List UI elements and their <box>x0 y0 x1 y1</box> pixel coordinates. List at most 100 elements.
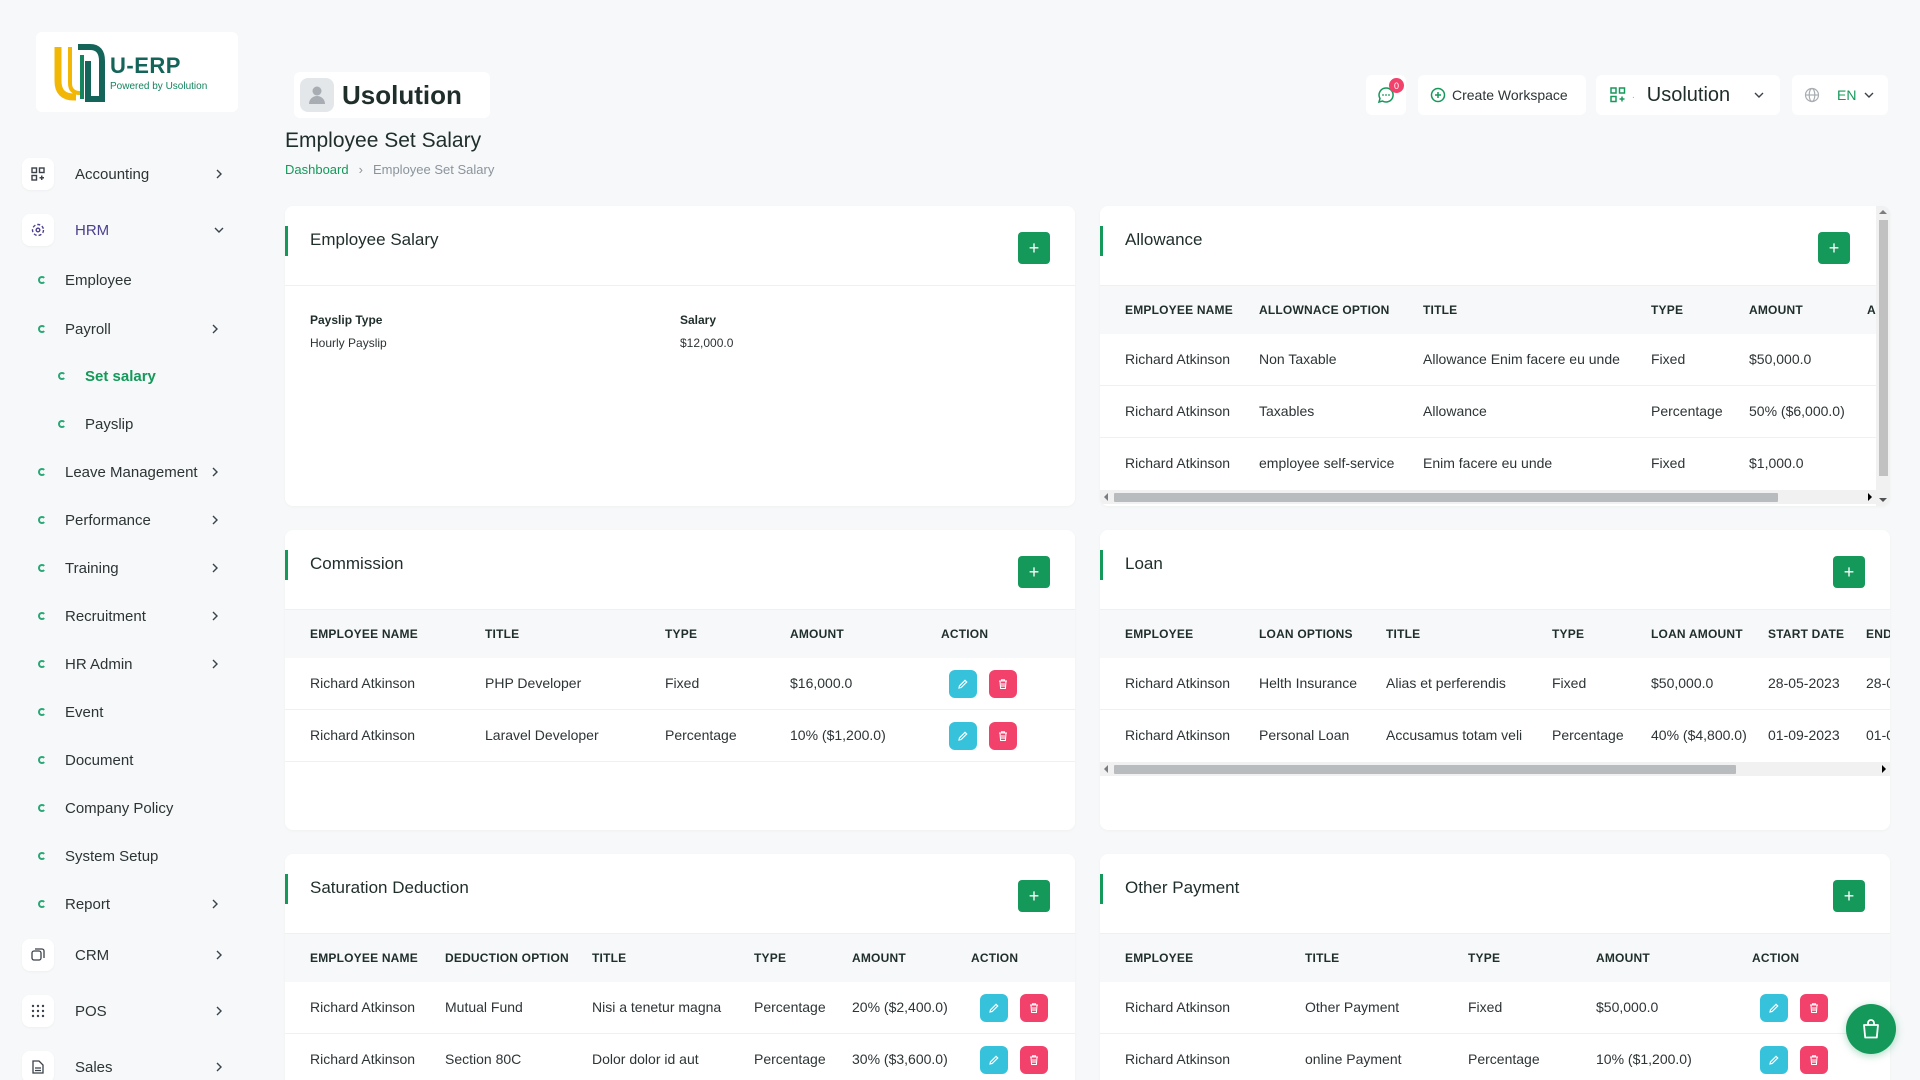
other-payment-card: Other Payment + EMPLOYEE TITLE TYPE AMOU… <box>1100 854 1890 1080</box>
delete-button[interactable] <box>989 670 1017 698</box>
horizontal-scrollbar[interactable] <box>1100 762 1890 776</box>
add-other-payment-button[interactable]: + <box>1833 880 1865 912</box>
cell: Richard Atkinson <box>1125 351 1231 367</box>
scroll-right-icon[interactable] <box>1881 765 1887 773</box>
scroll-up-icon[interactable] <box>1879 209 1887 215</box>
cell: Fixed <box>665 675 700 691</box>
sidebar-item-sales[interactable]: Sales <box>0 1047 248 1080</box>
sidebar-sub-payroll[interactable]: Payroll <box>0 311 248 347</box>
column-header: START DATE <box>1768 627 1845 641</box>
cell: Richard Atkinson <box>1125 999 1231 1015</box>
add-loan-button[interactable]: + <box>1833 556 1865 588</box>
sidebar-item-accounting[interactable]: Accounting <box>0 154 248 194</box>
trash-icon <box>999 731 1007 742</box>
bullet-icon <box>38 612 46 620</box>
sidebar-sub-payslip[interactable]: Payslip <box>0 406 248 442</box>
cell: 20% ($2,400.0) <box>852 999 948 1015</box>
delete-button[interactable] <box>989 722 1017 750</box>
scroll-left-icon[interactable] <box>1103 493 1109 501</box>
column-header: ALLOWNACE OPTION <box>1259 303 1390 317</box>
breadcrumb-current: Employee Set Salary <box>372 162 495 177</box>
edit-button[interactable] <box>949 722 977 750</box>
add-allowance-button[interactable]: + <box>1818 232 1850 264</box>
sidebar-sub-label: Company Policy <box>65 799 174 817</box>
chevron-right-icon <box>212 324 218 334</box>
messages-button[interactable]: 0 <box>1366 75 1406 115</box>
scrollbar-thumb[interactable] <box>1114 493 1778 502</box>
sidebar-sub-set-salary[interactable]: Set salary <box>0 358 248 394</box>
create-workspace-label: Create Workspace <box>1452 87 1568 103</box>
sidebar-sub-document[interactable]: Document <box>0 742 248 778</box>
cell: 10% ($1,200.0) <box>1596 1051 1692 1067</box>
bullet-icon <box>38 276 46 284</box>
sidebar-sub-hr-admin[interactable]: HR Admin <box>0 646 248 682</box>
sidebar-sub-leave-management[interactable]: Leave Management <box>0 454 248 490</box>
add-salary-button[interactable]: + <box>1018 232 1050 264</box>
cell: Richard Atkinson <box>310 675 416 691</box>
card-title: Commission <box>310 554 404 573</box>
table-row: Richard Atkinson Other Payment Fixed $50… <box>1100 982 1890 1034</box>
delete-button[interactable] <box>1020 1046 1048 1074</box>
scrollbar-thumb[interactable] <box>1114 765 1736 774</box>
sidebar-sub-event[interactable]: Event <box>0 694 248 730</box>
edit-button[interactable] <box>1760 994 1788 1022</box>
logo[interactable]: U-ERP Powered by Usolution <box>36 32 238 112</box>
cell: 01-0 <box>1866 727 1890 743</box>
sidebar-item-crm[interactable]: CRM <box>0 935 248 975</box>
scroll-right-icon[interactable] <box>1867 493 1873 501</box>
column-header: TYPE <box>1552 627 1585 641</box>
pencil-icon <box>989 1003 999 1013</box>
commission-card: Commission + EMPLOYEE NAME TITLE TYPE AM… <box>285 530 1075 830</box>
bullet-icon <box>38 468 46 476</box>
pencil-icon <box>958 731 968 741</box>
add-deduction-button[interactable]: + <box>1018 880 1050 912</box>
sidebar-sub-employee[interactable]: Employee <box>0 262 248 298</box>
sidebar-sub-recruitment[interactable]: Recruitment <box>0 598 248 634</box>
column-header: EMPLOYEE NAME <box>1125 303 1233 317</box>
workspace-select[interactable]: . Usolution <box>1596 75 1780 115</box>
edit-button[interactable] <box>980 1046 1008 1074</box>
sidebar-sub-performance[interactable]: Performance <box>0 502 248 538</box>
pencil-icon <box>1769 1003 1779 1013</box>
payslip-type-value: Hourly Payslip <box>310 336 387 350</box>
delete-button[interactable] <box>1800 994 1828 1022</box>
cell: Richard Atkinson <box>310 727 416 743</box>
cart-button[interactable] <box>1846 1004 1896 1054</box>
chevron-right-icon <box>212 611 218 621</box>
chevron-down-icon <box>1754 92 1764 98</box>
scroll-left-icon[interactable] <box>1103 765 1109 773</box>
column-header: END <box>1866 627 1890 641</box>
edit-button[interactable] <box>949 670 977 698</box>
edit-button[interactable] <box>980 994 1008 1022</box>
horizontal-scrollbar[interactable] <box>1100 490 1876 504</box>
sidebar-item-hrm[interactable]: HRM <box>0 210 248 250</box>
avatar <box>300 78 334 112</box>
sidebar-item-pos[interactable]: POS <box>0 991 248 1031</box>
sidebar-sub-company-policy[interactable]: Company Policy <box>0 790 248 826</box>
create-workspace-button[interactable]: Create Workspace <box>1418 75 1586 115</box>
sidebar-sub-training[interactable]: Training <box>0 550 248 586</box>
breadcrumb-dashboard-link[interactable]: Dashboard <box>285 162 349 177</box>
edit-button[interactable] <box>1760 1046 1788 1074</box>
column-header: EMPLOYEE <box>1125 627 1194 641</box>
delete-button[interactable] <box>1800 1046 1828 1074</box>
sidebar-sub-report[interactable]: Report <box>0 886 248 922</box>
trash-icon <box>999 679 1007 690</box>
vertical-scrollbar[interactable] <box>1876 206 1890 506</box>
workspace-grid-icon <box>1610 87 1626 103</box>
scrollbar-thumb[interactable] <box>1879 220 1888 476</box>
scroll-down-icon[interactable] <box>1879 497 1887 503</box>
plus-icon: + <box>1028 885 1040 906</box>
plus-icon: + <box>1843 561 1855 582</box>
column-header: DEDUCTION OPTION <box>445 951 569 965</box>
sidebar-sub-label: Payroll <box>65 320 111 338</box>
sidebar-sub-system-setup[interactable]: System Setup <box>0 838 248 874</box>
delete-button[interactable] <box>1020 994 1048 1022</box>
chevron-right-icon <box>216 950 222 960</box>
column-header: ACTION <box>941 627 989 641</box>
cell: Richard Atkinson <box>1125 1051 1231 1067</box>
language-select[interactable]: EN <box>1792 75 1888 115</box>
cell: Non Taxable <box>1259 351 1337 367</box>
add-commission-button[interactable]: + <box>1018 556 1050 588</box>
page-title: Employee Set Salary <box>285 129 482 152</box>
